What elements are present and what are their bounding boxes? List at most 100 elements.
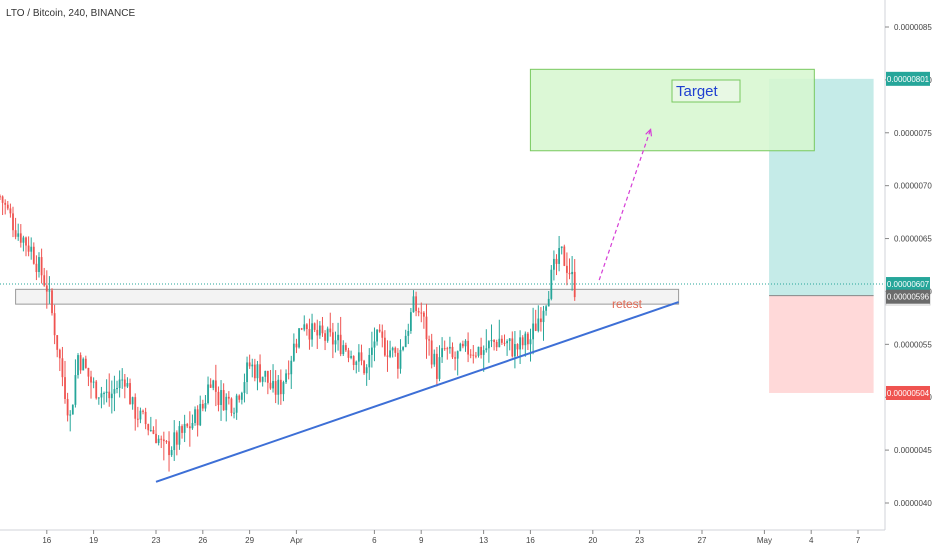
candle[interactable] <box>355 360 358 374</box>
candle[interactable] <box>233 407 235 419</box>
candle[interactable] <box>308 318 311 350</box>
candle[interactable] <box>43 267 46 287</box>
candle[interactable] <box>279 369 282 405</box>
candle[interactable] <box>566 252 568 286</box>
candle[interactable] <box>69 410 72 432</box>
candle[interactable] <box>534 309 537 332</box>
candle[interactable] <box>417 307 420 317</box>
candle[interactable] <box>537 305 540 333</box>
candle[interactable] <box>490 324 493 348</box>
candle[interactable] <box>0 194 1 201</box>
candle[interactable] <box>540 307 542 332</box>
candle[interactable] <box>160 435 163 449</box>
projection-arrow[interactable] <box>598 129 652 281</box>
candle[interactable] <box>469 349 472 359</box>
candle[interactable] <box>71 404 74 415</box>
candle[interactable] <box>360 344 363 366</box>
candle[interactable] <box>79 352 82 374</box>
candle[interactable] <box>503 334 506 347</box>
candle[interactable] <box>66 392 69 422</box>
candle[interactable] <box>116 380 118 394</box>
candle[interactable] <box>313 322 316 333</box>
candle[interactable] <box>14 217 17 240</box>
candle[interactable] <box>370 331 373 368</box>
candle[interactable] <box>243 373 246 403</box>
candle[interactable] <box>220 380 222 421</box>
candle[interactable] <box>56 335 59 358</box>
candle[interactable] <box>324 330 326 351</box>
candle[interactable] <box>451 342 454 360</box>
candle[interactable] <box>201 399 204 412</box>
candle[interactable] <box>157 435 160 446</box>
candle[interactable] <box>40 248 43 284</box>
candle[interactable] <box>45 270 48 309</box>
candle[interactable] <box>495 339 498 352</box>
candle[interactable] <box>402 346 404 352</box>
candle[interactable] <box>467 332 469 363</box>
candle[interactable] <box>446 346 449 360</box>
candle[interactable] <box>144 407 147 430</box>
candle[interactable] <box>51 288 53 316</box>
candle[interactable] <box>287 360 290 380</box>
candle[interactable] <box>274 370 277 404</box>
candle[interactable] <box>95 380 98 400</box>
candle[interactable] <box>84 355 87 369</box>
candle[interactable] <box>521 335 524 350</box>
candle[interactable] <box>415 291 417 317</box>
candle[interactable] <box>404 329 407 348</box>
candle[interactable] <box>1 195 4 216</box>
candle[interactable] <box>209 378 212 388</box>
candle[interactable] <box>92 377 95 389</box>
candle[interactable] <box>396 348 399 379</box>
candle[interactable] <box>409 308 412 334</box>
candle[interactable] <box>428 335 430 356</box>
candle[interactable] <box>433 349 436 367</box>
candle[interactable] <box>259 354 261 383</box>
candle[interactable] <box>472 345 475 364</box>
candle[interactable] <box>508 338 511 351</box>
candle[interactable] <box>25 236 27 257</box>
candle[interactable] <box>64 360 66 404</box>
candle[interactable] <box>142 409 144 415</box>
candle[interactable] <box>277 375 280 405</box>
candle[interactable] <box>191 414 194 430</box>
candle[interactable] <box>256 360 259 391</box>
candle[interactable] <box>27 236 30 257</box>
candle[interactable] <box>493 339 495 351</box>
candle[interactable] <box>563 244 566 267</box>
candle[interactable] <box>82 357 85 371</box>
candle[interactable] <box>542 305 545 341</box>
candle[interactable] <box>212 379 215 391</box>
candle[interactable] <box>282 380 285 402</box>
candle[interactable] <box>532 307 535 355</box>
candle[interactable] <box>420 302 423 323</box>
candle[interactable] <box>474 351 477 359</box>
candle[interactable] <box>35 255 38 281</box>
candle[interactable] <box>77 353 79 379</box>
candle[interactable] <box>235 393 238 420</box>
candle[interactable] <box>394 346 397 357</box>
candle[interactable] <box>350 350 352 360</box>
candle[interactable] <box>139 407 142 424</box>
candle[interactable] <box>498 319 501 348</box>
candle[interactable] <box>461 340 464 349</box>
candle[interactable] <box>246 356 248 395</box>
candle[interactable] <box>17 223 20 241</box>
candle[interactable] <box>118 370 121 398</box>
candle[interactable] <box>103 391 105 405</box>
candle[interactable] <box>136 406 139 428</box>
candle[interactable] <box>199 395 202 427</box>
candle[interactable] <box>456 350 459 376</box>
candle[interactable] <box>407 323 410 345</box>
candle[interactable] <box>238 394 241 403</box>
candle[interactable] <box>412 290 415 313</box>
candle[interactable] <box>253 358 256 382</box>
candle[interactable] <box>230 397 233 417</box>
candle[interactable] <box>261 376 264 387</box>
candle[interactable] <box>383 330 386 357</box>
candle[interactable] <box>326 326 329 343</box>
candle[interactable] <box>175 430 178 456</box>
candle[interactable] <box>316 319 319 349</box>
candle[interactable] <box>38 252 40 278</box>
candle[interactable] <box>331 322 334 359</box>
